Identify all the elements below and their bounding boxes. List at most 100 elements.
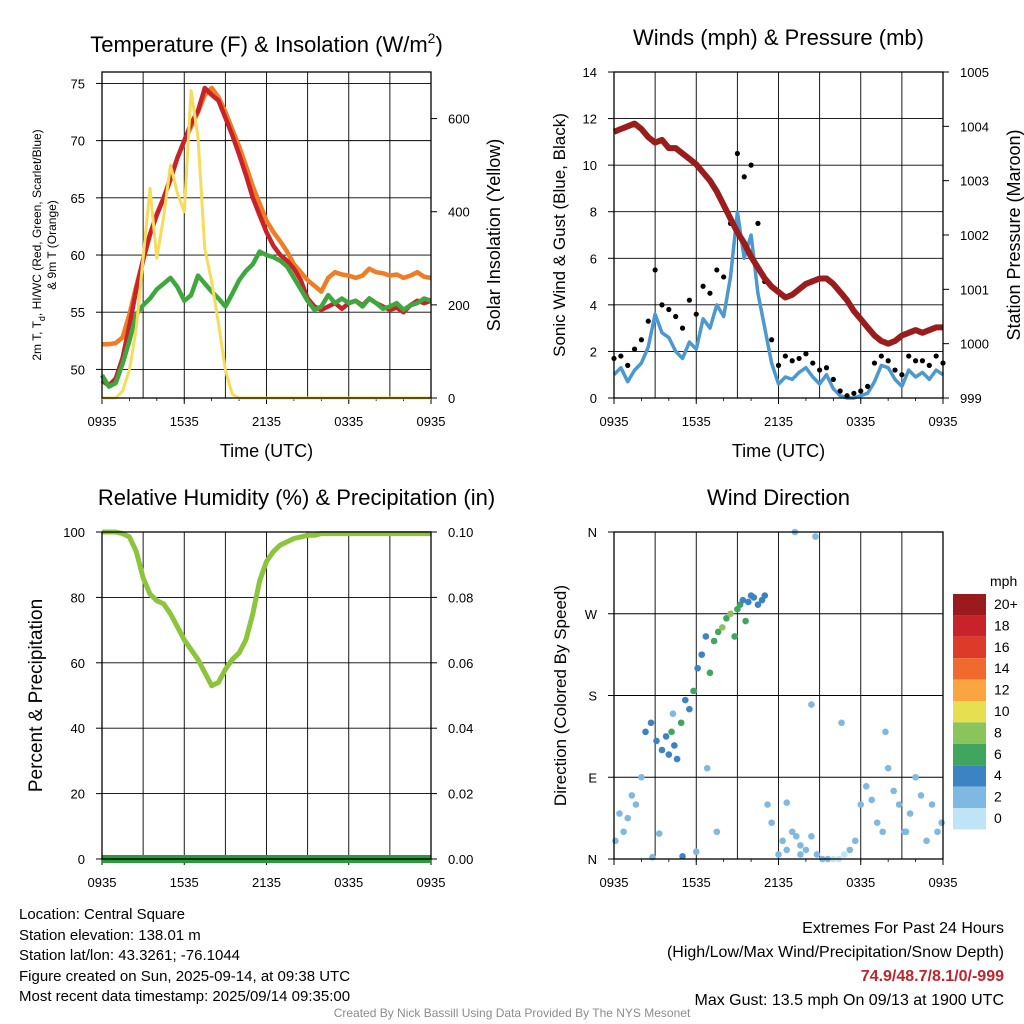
- y2-tick-label: 1003: [960, 174, 989, 189]
- direction-point-72: [934, 828, 941, 836]
- direction-point-45: [788, 828, 796, 836]
- gust-point-44: [912, 358, 919, 364]
- gust-point-25: [782, 353, 788, 359]
- direction-point-63: [884, 764, 892, 772]
- direction-point-68: [912, 773, 919, 781]
- gust-point-35: [851, 390, 857, 396]
- legend-swatch-4: [953, 679, 986, 701]
- legend-swatch-6: [953, 722, 986, 744]
- direction-point-14: [671, 742, 678, 749]
- direction-point-8: [647, 719, 655, 727]
- panel-4: [613, 532, 944, 865]
- y-tick-label: 0: [590, 391, 597, 406]
- direction-point-19: [690, 687, 697, 695]
- chart-title: Wind Direction: [707, 485, 850, 510]
- direction-point-32: [739, 596, 747, 604]
- direction-point-50: [813, 851, 821, 858]
- y-tick-label: 65: [71, 191, 85, 206]
- direction-point-71: [928, 801, 936, 808]
- gust-point-42: [899, 372, 905, 378]
- legend-swatch-0: [953, 594, 986, 616]
- y2-tick-label: 0.08: [448, 590, 473, 605]
- gust-point-39: [878, 353, 884, 359]
- legend-label-5: 10: [994, 703, 1010, 719]
- x-tick-label: 0935: [88, 414, 117, 429]
- panel-frame: [613, 531, 944, 860]
- direction-point-15: [673, 755, 681, 763]
- direction-point-18: [686, 705, 693, 713]
- info-created: Figure created on Sun, 2025-09-14, at 09…: [19, 967, 351, 985]
- panel-frame: [101, 531, 432, 860]
- y-tick-label: 80: [71, 590, 85, 605]
- y-tick-label: 2: [590, 344, 597, 359]
- y-tick-label: 8: [590, 205, 597, 220]
- y-axis-label: Percent & Precipitation: [26, 599, 47, 792]
- y-tick-label: 40: [71, 721, 85, 736]
- direction-point-28: [727, 610, 734, 618]
- legend-label-1: 18: [994, 617, 1010, 633]
- y-tick-label: 12: [583, 112, 597, 127]
- x-tick-label: 1535: [170, 875, 199, 890]
- y-tick-label: 50: [71, 362, 85, 377]
- legend-label-6: 8: [994, 724, 1002, 740]
- direction-point-23: [706, 669, 714, 677]
- legend-label-7: 6: [994, 746, 1002, 762]
- direction-point-77: [692, 848, 700, 856]
- y2-axis-label: Solar Insolation (Yellow): [484, 139, 504, 331]
- legend-swatch-8: [953, 765, 986, 787]
- direction-point-29: [731, 633, 738, 640]
- x-tick-label: 1535: [682, 414, 711, 429]
- legend-swatch-9: [953, 786, 986, 808]
- direction-point-5: [632, 801, 640, 808]
- gust-point-11: [686, 297, 692, 303]
- direction-point-85: [783, 799, 791, 806]
- direction-point-59: [862, 783, 870, 790]
- y-tick-label: 14: [583, 65, 597, 80]
- y2-tick-label: 200: [448, 298, 470, 313]
- extremes-values: 74.9/48.7/8.1/0/-999: [860, 968, 1004, 985]
- y2-tick-label: 0.02: [448, 787, 473, 802]
- gust-point-10: [679, 325, 686, 331]
- y-tick-label: W: [585, 607, 598, 622]
- x-tick-label: 0935: [600, 875, 629, 890]
- gust-point-38: [871, 360, 878, 366]
- gust-point-29: [810, 360, 816, 366]
- legend-label-2: 16: [994, 639, 1010, 655]
- panel-frame: [101, 71, 432, 399]
- extremes-box: Extremes For Past 24 Hours (High/Low/Max…: [667, 917, 1004, 1013]
- gust-point-14: [707, 290, 713, 296]
- y-axis-label: Direction (Colored By Speed): [551, 585, 570, 806]
- rh-series-0: [102, 529, 431, 689]
- y-tick-label: 60: [71, 656, 85, 671]
- legend-label-3: 14: [994, 660, 1010, 676]
- y2-tick-label: 1002: [960, 228, 989, 243]
- x-tick-label: 2135: [764, 414, 793, 429]
- gust-point-1: [618, 353, 624, 359]
- direction-point-81: [797, 851, 804, 858]
- gust-point-46: [926, 362, 932, 368]
- y2-tick-label: 0.04: [448, 721, 473, 736]
- y-tick-label: 60: [71, 248, 85, 263]
- direction-point-65: [895, 801, 903, 808]
- x-tick-label: 2135: [764, 875, 793, 890]
- x-tick-label: 0935: [88, 875, 117, 890]
- y-tick-label: 10: [583, 158, 597, 173]
- gust-point-36: [858, 388, 864, 394]
- x-tick-label: 0935: [417, 875, 446, 890]
- direction-point-78: [703, 764, 711, 772]
- direction-point-17: [681, 696, 689, 704]
- x-tick-label: 0935: [929, 875, 958, 890]
- direction-point-0: [612, 837, 619, 845]
- direction-point-3: [624, 814, 632, 822]
- legend-label-4: 12: [994, 682, 1010, 698]
- gust-point-7: [659, 302, 665, 308]
- y-tick-label: 20: [71, 787, 85, 802]
- direction-point-24: [710, 637, 718, 645]
- gust-point-32: [830, 376, 836, 382]
- direction-point-67: [906, 810, 914, 817]
- legend-swatch-3: [953, 658, 986, 680]
- x-axis-label: Time (UTC): [220, 441, 313, 461]
- y-tick-label: 100: [63, 525, 85, 540]
- x-tick-label: 1535: [682, 875, 711, 890]
